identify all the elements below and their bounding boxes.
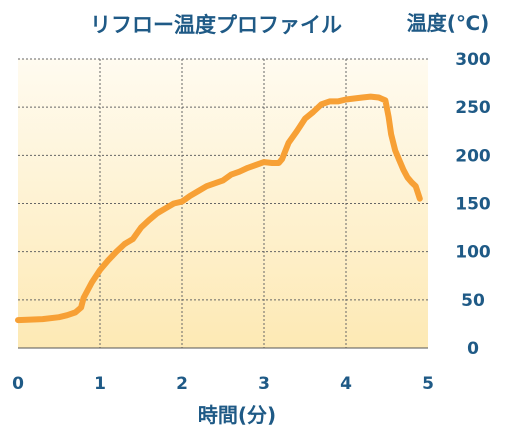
y-tick-label: 50 — [461, 291, 485, 311]
x-tick-label: 0 — [12, 374, 24, 394]
x-tick-label: 2 — [176, 374, 188, 394]
y-axis-label: 温度(℃) — [407, 11, 490, 35]
chart-title: リフロー温度プロファイル — [90, 13, 342, 37]
x-axis-label: 時間(分) — [198, 403, 276, 427]
x-tick-label: 1 — [94, 374, 106, 394]
y-tick-label: 150 — [455, 195, 491, 215]
y-tick-label: 250 — [455, 98, 491, 118]
y-tick-label: 200 — [455, 146, 491, 166]
y-tick-labels: 0 50 100 150 200 250 300 — [455, 50, 491, 359]
y-tick-label: 100 — [455, 243, 491, 263]
x-tick-labels: 0 1 2 3 4 5 — [12, 374, 434, 394]
temperature-line — [15, 93, 423, 324]
x-tick-label: 5 — [422, 374, 434, 394]
x-tick-label: 4 — [340, 374, 352, 394]
y-tick-label: 0 — [467, 339, 479, 359]
y-tick-label: 300 — [455, 50, 491, 70]
x-tick-label: 3 — [258, 374, 270, 394]
